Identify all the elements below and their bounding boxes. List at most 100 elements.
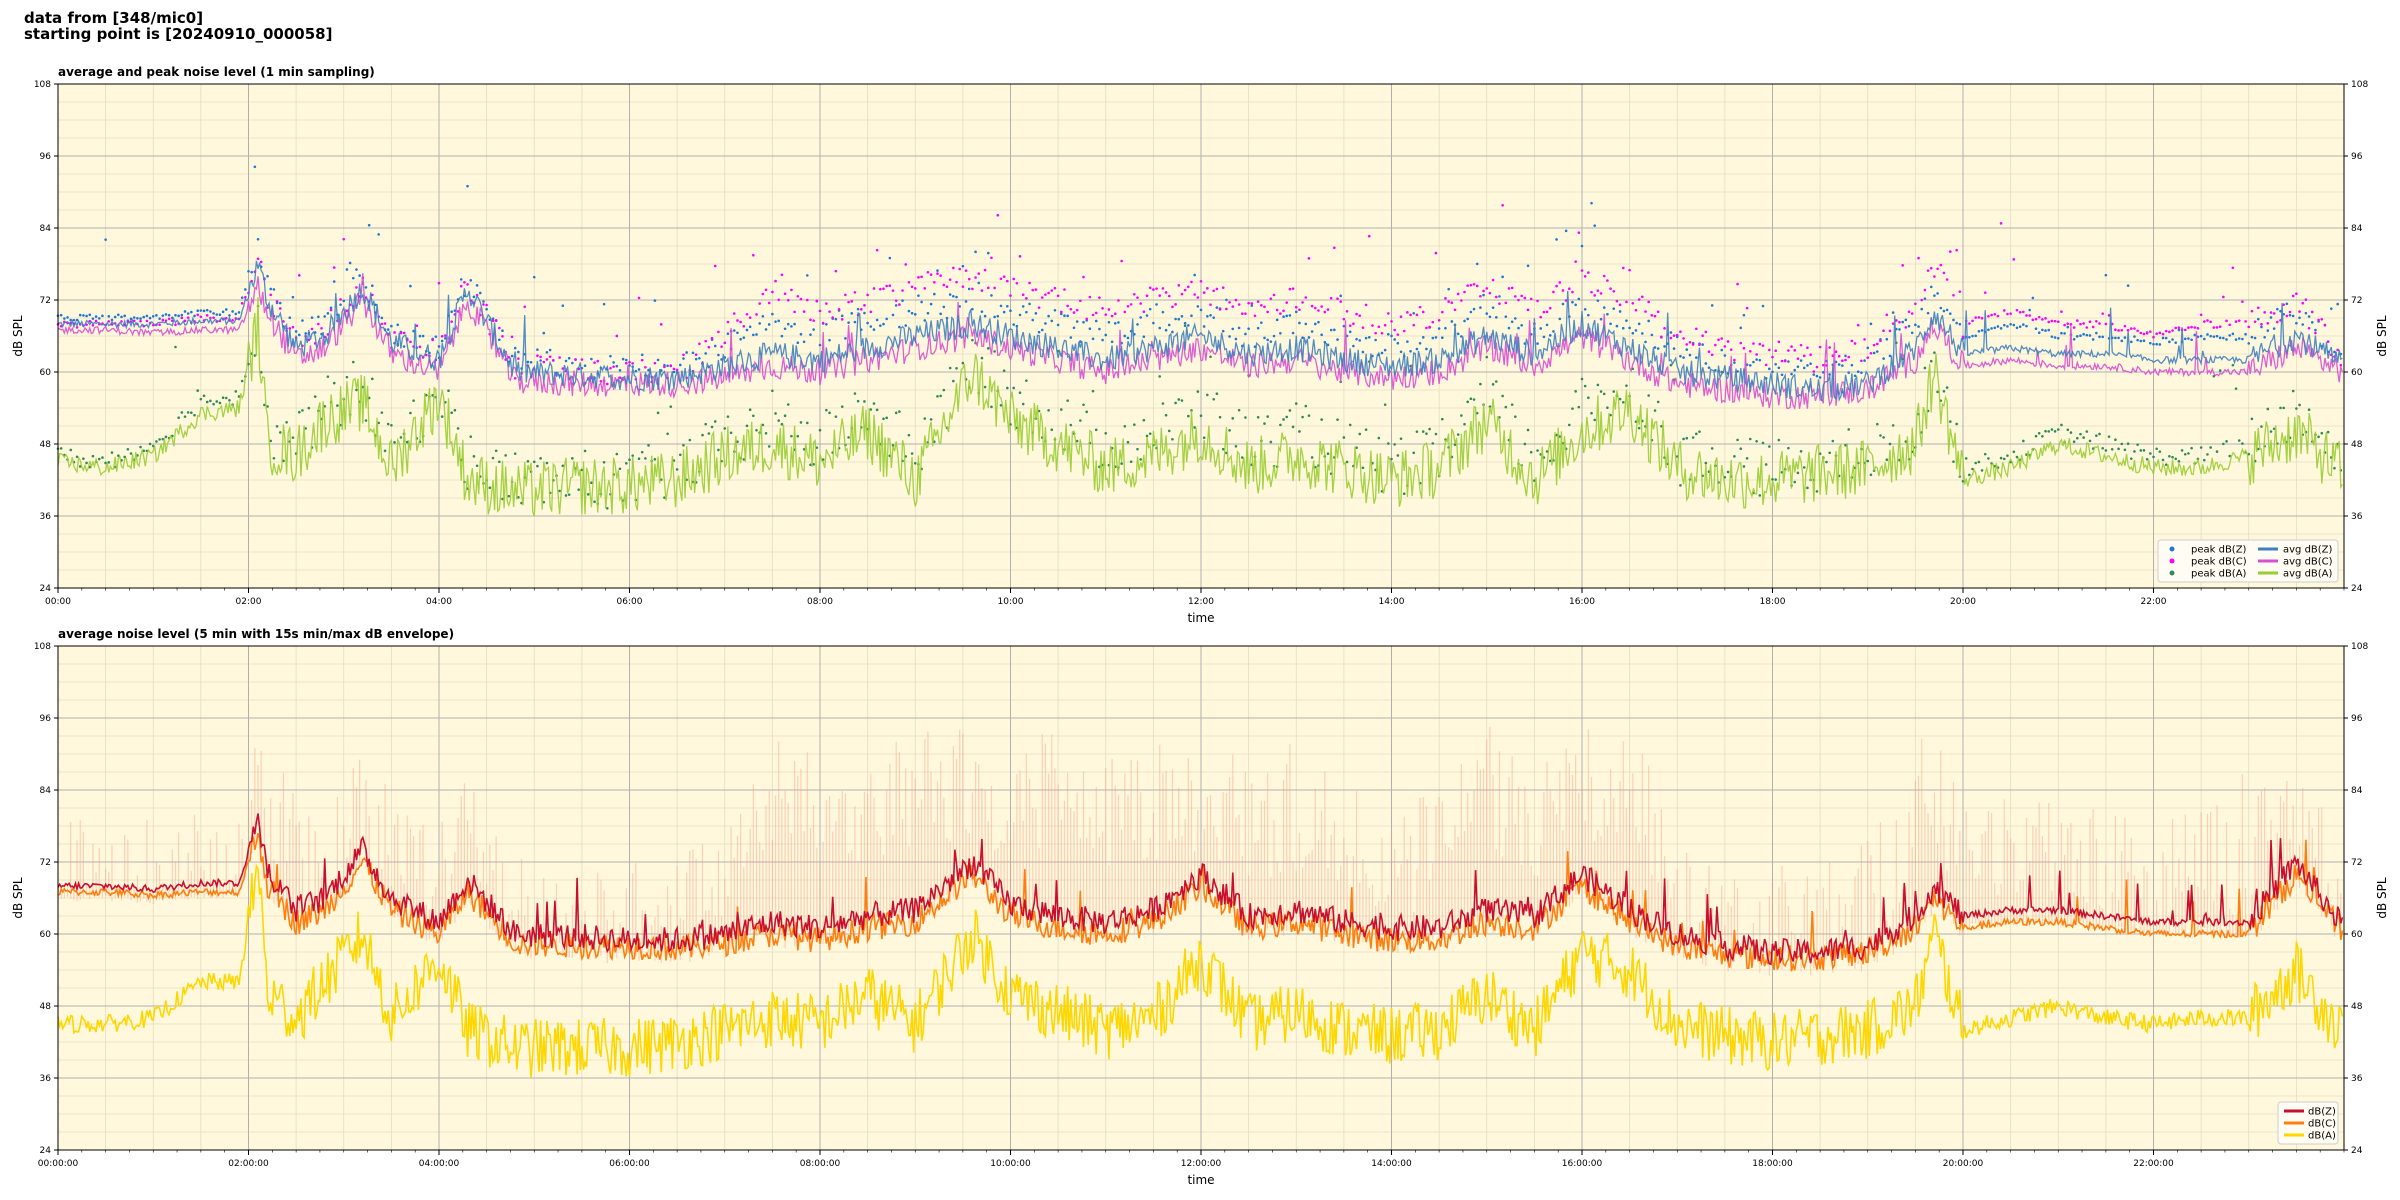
peak-point [1875,342,1879,346]
peak-point [2295,407,2298,410]
peak-point [1266,310,1269,314]
peak-point [898,303,901,306]
peak-point [1898,320,1901,324]
peak-point [780,422,784,426]
peak-point [1571,290,1574,294]
peak-point [1828,346,1831,349]
peak-point [275,300,279,303]
peak-point [1917,325,1920,328]
peak-point [1736,282,1739,286]
peak-point [1301,336,1304,339]
peak-point [1580,269,1584,272]
peak-point [907,309,911,313]
peak-point [2015,455,2019,459]
peak-point [536,348,539,351]
peak-point [939,394,942,398]
peak-point [1133,293,1136,296]
peak-point [1825,460,1828,464]
peak-point [1060,310,1063,314]
peak-point [2266,321,2270,325]
peak-point [1044,293,1047,296]
y-tick-label-right: 84 [2351,786,2363,796]
peak-point [1983,291,1987,294]
peak-point [536,354,539,357]
peak-point [2250,335,2254,339]
peak-point [806,274,809,277]
peak-point [345,375,349,379]
peak-point [1110,314,1114,318]
peak-point [256,237,260,241]
peak-point [2222,295,2225,299]
x-tick-label: 06:00 [617,597,643,607]
peak-point [1409,313,1412,317]
peak-point [1183,321,1187,325]
peak-point [1190,314,1193,317]
peak-point [2164,463,2168,466]
peak-point [2114,336,2117,340]
peak-point [1310,456,1314,459]
peak-point [364,286,368,289]
peak-point [1809,353,1812,357]
peak-point [679,363,682,367]
peak-point [1923,288,1927,292]
peak-point [1091,389,1095,393]
peak-point [332,266,336,269]
peak-point [1272,334,1276,338]
peak-point [380,322,384,326]
peak-point [1212,289,1215,293]
peak-point [637,296,641,300]
peak-point [158,317,161,320]
peak-point [504,454,507,457]
peak-point [872,328,876,331]
peak-point [536,464,539,468]
peak-point [2060,331,2063,335]
peak-point [1669,336,1673,340]
peak-point [1291,287,1295,290]
peak-point [1488,291,1492,295]
peak-point [910,311,914,315]
peak-point [1491,383,1495,386]
peak-point [129,452,133,455]
peak-point [907,280,911,284]
peak-point [618,368,622,372]
peak-point [1409,349,1412,353]
peak-point [2333,350,2336,354]
peak-point [628,364,631,367]
peak-point [1834,350,1838,353]
peak-point [402,331,406,335]
peak-point [1844,443,1847,447]
peak-point [910,285,914,289]
peak-point [837,307,841,311]
peak-point [1320,418,1323,421]
peak-point [107,320,111,323]
peak-point [1075,308,1079,312]
peak-point [2161,332,2165,336]
peak-point [593,361,596,364]
peak-point [256,257,260,261]
peak-point [2002,457,2006,461]
peak-point [2190,446,2193,450]
peak-point [132,316,136,319]
peak-point [2310,310,2314,314]
peak-point [1187,285,1190,289]
peak-point [1269,340,1273,343]
peak-point [450,310,454,314]
peak-point [1971,467,1974,471]
peak-point [1301,301,1304,304]
peak-point [859,308,863,311]
peak-point [831,316,834,319]
peak-point [1120,259,1123,263]
peak-point [628,360,631,364]
peak-point [2336,348,2339,352]
peak-point [2276,320,2279,324]
peak-point [1304,322,1308,326]
peak-point [1647,394,1650,397]
peak-point [2012,450,2016,454]
peak-point [1018,313,1022,317]
peak-point [1399,315,1403,319]
peak-point [1402,492,1406,496]
peak-point [1098,296,1101,299]
peak-point [1923,366,1927,370]
peak-point [1885,337,1889,341]
peak-point [847,321,850,324]
